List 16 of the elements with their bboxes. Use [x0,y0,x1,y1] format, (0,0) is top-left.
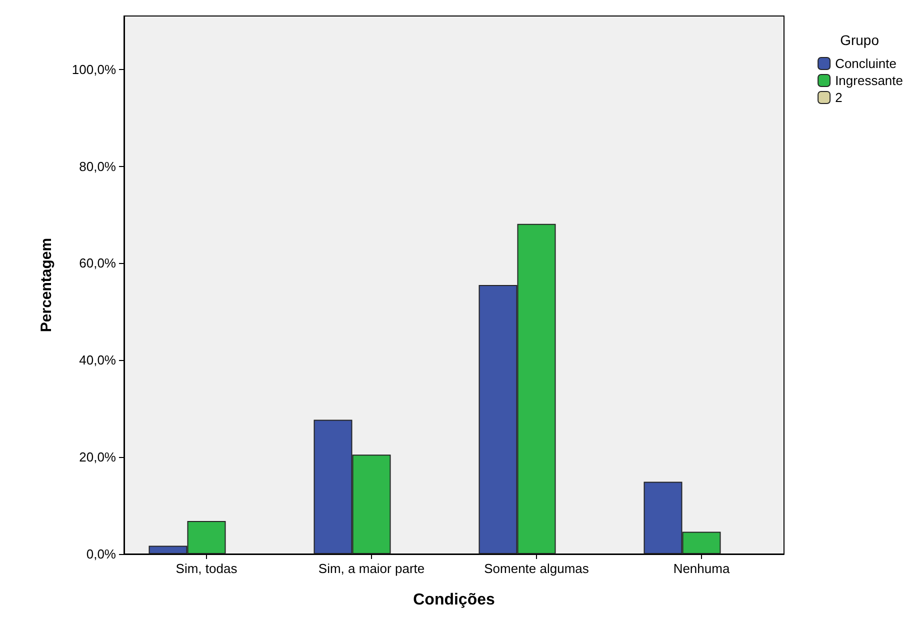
legend-title: Grupo [840,32,880,48]
x-tick-label: Sim, a maior parte [318,561,425,576]
legend-label: Ingressante [835,73,904,88]
x-tick-label: Nenhuma [673,561,730,576]
legend-label: 2 [835,90,842,105]
x-tick-label: Sim, todas [176,561,238,576]
y-tick-label: 60,0% [79,256,116,271]
y-tick-label: 100,0% [72,62,116,77]
x-tick-label: Somente algumas [484,561,590,576]
y-tick-label: 20,0% [79,450,116,465]
legend-label: Concluinte [835,56,897,71]
x-axis-title: Condições [413,592,495,608]
y-tick-label: 80,0% [79,158,116,174]
y-axis-title: Percentagem [38,238,55,332]
y-tick-label: 40,0% [79,352,116,368]
y-tick-label: 0,0% [86,546,116,562]
